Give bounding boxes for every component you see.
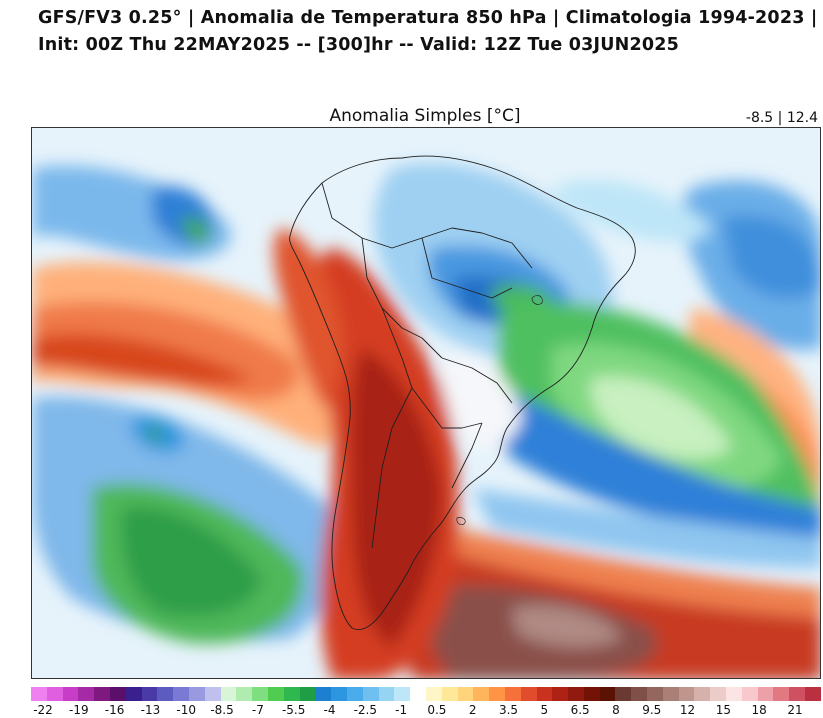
- colorbar-tick-label: 5: [540, 703, 549, 717]
- colorbar-tick-label: -19: [68, 703, 89, 717]
- colorbar-tick-label: 6.5: [570, 703, 590, 717]
- colorbar-swatch: [62, 687, 79, 701]
- colorbar-tick-label: 12: [679, 703, 696, 717]
- colorbar-swatch: [394, 687, 411, 701]
- colorbar-swatch: [457, 687, 474, 701]
- colorbar-tick-label: -1: [395, 703, 408, 717]
- colorbar-swatch: [757, 687, 774, 701]
- colorbar-swatch: [441, 687, 458, 701]
- colorbar-tick-label: 21: [787, 703, 803, 717]
- colorbar-swatch: [789, 687, 806, 701]
- colorbar-swatch: [726, 687, 742, 701]
- anomaly-range-label: -8.5 | 12.4: [745, 110, 818, 126]
- colorbar-swatch: [425, 687, 442, 701]
- colorbar-swatch: [109, 687, 126, 701]
- colorbar-swatch: [267, 687, 284, 701]
- colorbar-swatch: [615, 687, 632, 701]
- colorbar-swatch: [583, 687, 600, 701]
- colorbar-swatch: [141, 687, 158, 701]
- colorbar-swatch: [236, 687, 253, 701]
- colorbar-swatch: [252, 687, 268, 701]
- colorbar-swatch: [204, 687, 221, 701]
- colorbar-tick-label: -7: [251, 703, 264, 717]
- colorbar-tick-label: -10: [176, 703, 197, 717]
- colorbar-swatch: [805, 687, 821, 701]
- anomaly-field-svg: [32, 128, 820, 678]
- colorbar-swatch: [741, 687, 758, 701]
- colorbar-tick-label: 18: [751, 703, 767, 717]
- colorbar-swatch: [315, 687, 332, 701]
- colorbar-swatch: [536, 687, 553, 701]
- colorbar-swatch: [710, 687, 727, 701]
- temperature-anomaly-map: [31, 127, 821, 679]
- colorbar-swatch: [188, 687, 205, 701]
- colorbar-swatch: [773, 687, 790, 701]
- colorbar-swatch: [647, 687, 663, 701]
- islands-outline: [456, 295, 543, 525]
- colorbar-tick-label: -2.5: [353, 703, 377, 717]
- colorbar-swatch: [378, 687, 395, 701]
- colorbar-swatch: [552, 687, 569, 701]
- colorbar-swatch: [299, 687, 316, 701]
- colorbar-swatch: [520, 687, 537, 701]
- map-subtitle: Anomalia Simples [°C]: [329, 106, 521, 126]
- colorbar-swatch: [283, 687, 300, 701]
- colorbar-tick-label: -4: [323, 703, 336, 717]
- colorbar-tick-label: 2: [468, 703, 477, 717]
- colorbar-swatch: [694, 687, 711, 701]
- colorbar-tick-label: -8.5: [210, 703, 234, 717]
- colorbar-swatch: [346, 687, 363, 701]
- colorbar-swatch: [473, 687, 490, 701]
- colorbar-swatch: [78, 687, 95, 701]
- colorbar-tick-label: 3.5: [498, 703, 519, 717]
- colorbar-swatch: [125, 687, 142, 701]
- header-title-line1: GFS/FV3 0.25° | Anomalia de Temperatura …: [38, 8, 818, 28]
- colorbar-swatch: [568, 687, 584, 701]
- colorbar-tick-label: 15: [715, 703, 732, 717]
- colorbar-swatch: [331, 687, 347, 701]
- colorbar-swatch: [46, 687, 63, 701]
- colorbar-tick-label: -16: [104, 703, 125, 717]
- colorbar-swatch: [599, 687, 616, 701]
- colorbar-swatch: [94, 687, 110, 701]
- colorbar-swatch: [220, 687, 237, 701]
- colorbar-swatch: [157, 687, 174, 701]
- colorbar-swatch: [173, 687, 189, 701]
- coastline-outline: [289, 155, 636, 631]
- colorbar-swatch: [504, 687, 521, 701]
- colorbar-tick-label: -13: [140, 703, 161, 717]
- colorbar: [31, 687, 821, 701]
- colorbar-swatch: [678, 687, 695, 701]
- colorbar-tick-label: -22: [33, 703, 53, 717]
- colorbar-tick-labels: -22 -19 -16 -13 -10 -8.5 -7 -5.5 -4 -2.5 -1 0.5 2 3.5…: [0, 703, 823, 717]
- colorbar-swatch: [31, 687, 47, 701]
- colorbar-swatch: [489, 687, 505, 701]
- colorbar-swatch: [631, 687, 648, 701]
- colorbar-tick-label: 9.5: [642, 703, 662, 717]
- colorbar-tick-label: -5.5: [281, 703, 306, 717]
- colorbar-tick-label: 0.5: [427, 703, 447, 717]
- header-title-line2: Init: 00Z Thu 22MAY2025 -- [300]hr -- Va…: [38, 35, 679, 55]
- colorbar-swatch: [362, 687, 379, 701]
- colorbar-tick-label: 8: [612, 703, 620, 717]
- colorbar-swatch: [410, 687, 426, 701]
- colorbar-swatch: [662, 687, 679, 701]
